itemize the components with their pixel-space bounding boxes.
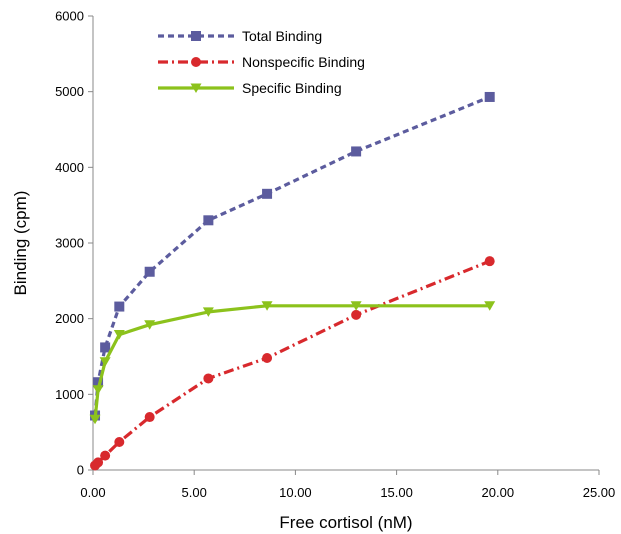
data-point xyxy=(261,301,273,311)
series-nonspecific-binding xyxy=(90,256,495,471)
data-point xyxy=(484,301,496,311)
y-axis-title: Binding (cpm) xyxy=(11,191,30,296)
series-specific-binding xyxy=(89,301,496,425)
y-tick-label: 5000 xyxy=(55,84,84,99)
chart-legend: Total Binding Nonspecific Binding Specific… xyxy=(158,28,365,96)
y-tick-label: 1000 xyxy=(55,387,84,402)
data-point xyxy=(114,437,125,448)
x-tick-label: 25.00 xyxy=(583,485,616,500)
data-point xyxy=(144,320,156,330)
data-point xyxy=(113,330,125,340)
legend-label: Total Binding xyxy=(242,28,322,44)
legend-label: Nonspecific Binding xyxy=(242,54,365,70)
data-point xyxy=(351,309,362,320)
legend-marker xyxy=(190,83,202,93)
x-tick-label: 0.00 xyxy=(80,485,105,500)
data-point xyxy=(203,373,214,384)
data-point xyxy=(262,353,273,364)
data-point xyxy=(203,215,214,226)
data-point xyxy=(100,342,111,353)
data-point xyxy=(92,385,104,395)
x-axis-title: Free cortisol (nM) xyxy=(279,513,412,532)
data-point xyxy=(262,188,273,199)
x-tick-label: 20.00 xyxy=(482,485,515,500)
series-total-binding xyxy=(90,91,495,421)
data-point xyxy=(202,307,214,317)
y-tick-label: 0 xyxy=(77,463,84,478)
data-point xyxy=(93,457,104,468)
data-point xyxy=(114,301,125,312)
legend-item: Nonspecific Binding xyxy=(158,54,365,70)
y-tick-label: 2000 xyxy=(55,311,84,326)
legend-item: Total Binding xyxy=(158,28,322,44)
data-point xyxy=(144,266,155,277)
data-point xyxy=(89,414,101,425)
series-line xyxy=(93,304,490,420)
x-tick-label: 15.00 xyxy=(380,485,413,500)
y-tick-label: 4000 xyxy=(55,160,84,175)
y-tick-label: 3000 xyxy=(55,236,84,251)
data-point xyxy=(99,357,111,367)
data-point xyxy=(484,256,495,267)
legend-item: Specific Binding xyxy=(158,80,342,96)
x-tick-label: 5.00 xyxy=(182,485,207,500)
data-point xyxy=(350,301,362,311)
series-line xyxy=(93,259,491,467)
series-line xyxy=(93,95,491,416)
legend-label: Specific Binding xyxy=(242,80,342,96)
chart-series xyxy=(89,91,496,471)
data-point xyxy=(93,377,104,388)
chart-axes: 0 1000 2000 3000 4000 5000 6000 0.00 5.00 10.00 15… xyxy=(55,9,615,501)
y-tick-label: 6000 xyxy=(55,9,84,24)
data-point xyxy=(100,450,111,461)
x-tick-label: 10.00 xyxy=(279,485,312,500)
data-point xyxy=(144,412,155,423)
data-point xyxy=(484,91,495,102)
data-point xyxy=(351,146,362,157)
legend-marker xyxy=(191,57,201,67)
legend-marker xyxy=(191,31,201,41)
